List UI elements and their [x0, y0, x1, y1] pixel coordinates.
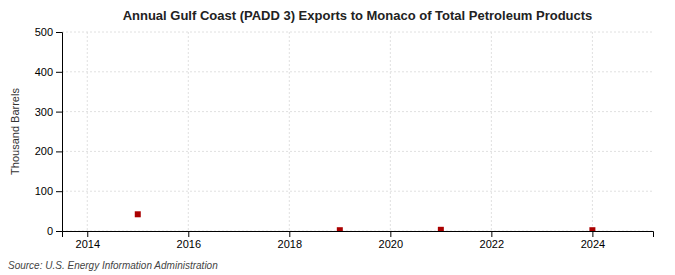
source-note: Source: U.S. Energy Information Administ… [8, 260, 218, 271]
tick-mark [56, 72, 62, 73]
tick: 2024 [581, 231, 605, 250]
grid-line [289, 32, 290, 231]
tick-mark [56, 32, 62, 33]
y-axis-title: Thousand Barrels [9, 88, 21, 175]
tick-mark [289, 231, 290, 237]
tick: 300 [35, 106, 62, 118]
grid [62, 32, 653, 231]
grid-line [592, 32, 593, 231]
tick-mark [56, 151, 62, 152]
tick-mark [56, 231, 62, 232]
grid-line [491, 32, 492, 231]
axis-line [63, 232, 654, 238]
grid-line [87, 32, 88, 231]
grid-line [62, 71, 653, 72]
tick-mark [56, 191, 62, 192]
tick-label: 2018 [278, 238, 302, 250]
tick: 500 [35, 26, 62, 38]
grid-line [62, 191, 653, 192]
tick-label: 400 [35, 66, 53, 78]
tick: 100 [35, 185, 62, 197]
tick-label: 500 [35, 26, 53, 38]
tick-label: 2014 [76, 238, 100, 250]
tick-label: 2024 [581, 238, 605, 250]
tick-mark [592, 231, 593, 237]
points [135, 211, 596, 231]
y-axis: 0 100 200 300 400 500 [35, 26, 63, 237]
chart: 2014 2016 2018 2020 2022 2024 0 100 200 300 400 500… [0, 0, 675, 275]
tick-label: 200 [35, 145, 53, 157]
tick: 2020 [379, 231, 403, 250]
grid-line [390, 32, 391, 231]
point [135, 211, 141, 217]
grid-line [62, 32, 653, 33]
tick-label: 0 [47, 225, 53, 237]
axis-line [56, 33, 63, 232]
grid-line [188, 32, 189, 231]
point [337, 227, 343, 231]
tick: 2016 [177, 231, 201, 250]
grid-line [62, 151, 653, 152]
tick-mark [56, 112, 62, 113]
tick-label: 100 [35, 185, 53, 197]
tick-mark [188, 231, 189, 237]
point [589, 227, 595, 231]
tick: 2018 [278, 231, 302, 250]
tick: 400 [35, 66, 62, 78]
tick: 200 [35, 145, 62, 157]
grid-line [62, 111, 653, 112]
tick-mark [390, 231, 391, 237]
tick: 2014 [76, 231, 100, 250]
tick-label: 2022 [480, 238, 504, 250]
x-axis: 2014 2016 2018 2020 2022 2024 [63, 231, 654, 250]
tick-label: 2020 [379, 238, 403, 250]
tick-label: 2016 [177, 238, 201, 250]
point [438, 227, 444, 231]
tick-label: 300 [35, 106, 53, 118]
tick-mark [87, 231, 88, 237]
plot: 2014 2016 2018 2020 2022 2024 0 100 200 300 400 500 [35, 26, 654, 250]
tick: 2022 [480, 231, 504, 250]
tick: 0 [47, 225, 62, 237]
title: Annual Gulf Coast (PADD 3) Exports to Mo… [123, 8, 593, 23]
tick-mark [491, 231, 492, 237]
